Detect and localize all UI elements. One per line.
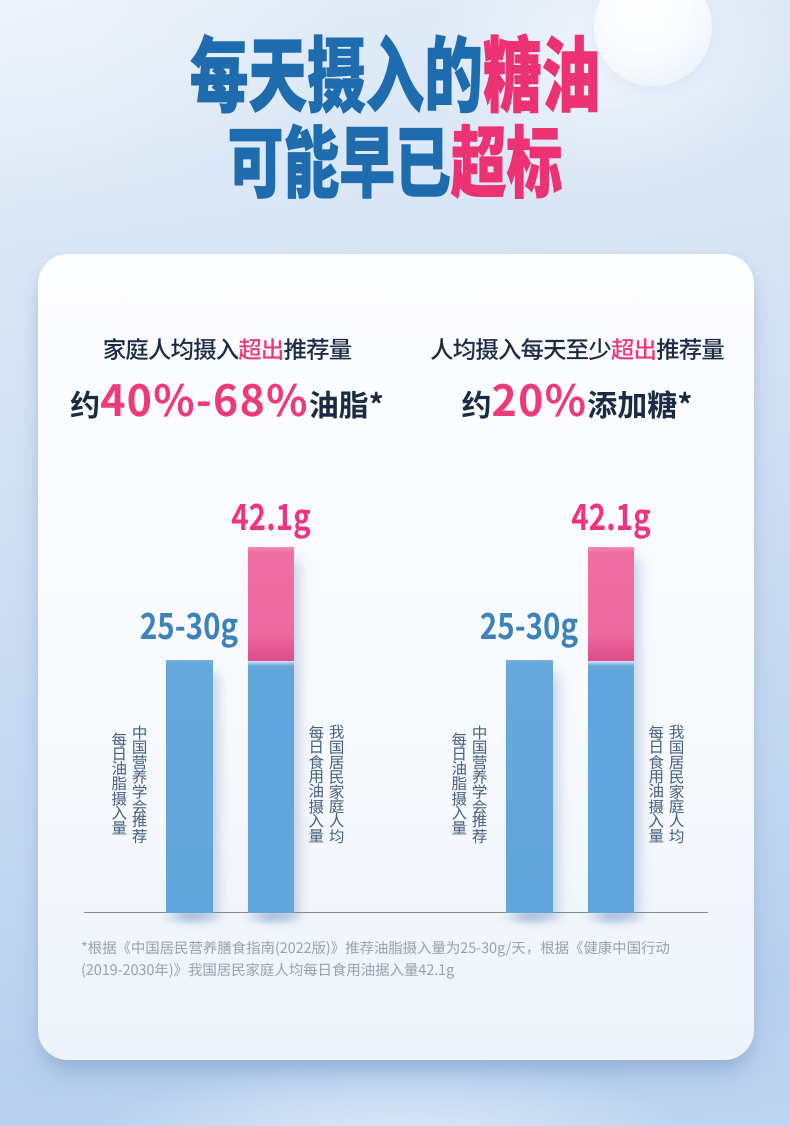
stat-oil-value-prefix: 约 xyxy=(70,381,101,425)
chart-baseline xyxy=(84,911,708,913)
bar-caption-recommended: 中国营养学会推荐 每日油脂摄入量 xyxy=(448,720,491,846)
stat-oil-heading-accent: 超出 xyxy=(238,331,284,365)
bar-chart-oil: 25-30g 42.1g 中国营养学会推荐 每日油脂摄入量 我国居民家庭人均 每日食… xyxy=(38,254,396,1060)
bar-actual-excess-segment xyxy=(248,547,294,661)
stat-heading-oil: 家庭人均摄入超出推荐量 xyxy=(48,331,406,365)
bar-actual-excess-segment xyxy=(588,547,634,661)
bar-actual-base-segment xyxy=(588,661,634,913)
stat-oil-heading-suffix: 推荐量 xyxy=(283,331,353,365)
stat-sugar-value-suffix: 添加糖* xyxy=(587,381,693,425)
title-line-2: 可能早已超标 xyxy=(113,118,678,197)
stat-sugar-heading-accent: 超出 xyxy=(610,331,657,365)
title-line1-accent: 糖油 xyxy=(482,10,601,129)
bar-caption-actual-col1: 我国居民家庭人均 xyxy=(325,724,348,842)
footnote-line-2: (2019-2030年)》我国居民家庭人均每日食用油据入量42.1g xyxy=(81,959,455,981)
bar-caption-recommended-col1: 中国营养学会推荐 xyxy=(468,724,491,842)
stat-heading-sugar: 人均摄入每天至少超出推荐量 xyxy=(398,331,756,365)
bar-label-recommended: 25-30g xyxy=(479,598,579,650)
footnote-line-1: *根据《中国居民营养膳食指南(2022版)》推荐油脂摄入量为25-30g/天，根… xyxy=(81,937,670,958)
stat-block-oil: 家庭人均摄入超出推荐量 约40%-68%油脂* xyxy=(48,331,406,426)
bar-caption-actual-col2: 每日食用油摄入量 xyxy=(645,724,668,842)
bar-caption-actual-col1: 我国居民家庭人均 xyxy=(665,724,688,842)
bar-ground-shadow xyxy=(578,909,646,925)
bar-label-actual: 42.1g xyxy=(571,489,651,541)
stat-oil-value-suffix: 油脂* xyxy=(308,381,384,425)
title-line2-accent: 超标 xyxy=(450,102,563,214)
stat-sugar-value-prefix: 约 xyxy=(461,381,492,425)
bar-recommended xyxy=(506,660,553,913)
stat-sugar-heading-suffix: 推荐量 xyxy=(656,331,725,365)
bar-actual-base-segment xyxy=(248,661,294,913)
bar-caption-recommended-col2: 每日油脂摄入量 xyxy=(448,731,471,835)
bar-label-actual: 42.1g xyxy=(231,489,311,541)
bar-actual xyxy=(248,547,294,913)
bar-caption-actual: 我国居民家庭人均 每日食用油摄入量 xyxy=(305,720,348,846)
bar-caption-actual-col2: 每日食用油摄入量 xyxy=(305,724,328,842)
title-line-1: 每天摄入的糖油 xyxy=(113,28,678,111)
stat-oil-value-number: 40%-68% xyxy=(100,367,309,429)
bar-caption-actual: 我国居民家庭人均 每日食用油摄入量 xyxy=(645,720,688,846)
title-line2-main: 可能早已 xyxy=(227,102,451,214)
stats-card: 家庭人均摄入超出推荐量 约40%-68%油脂* 人均摄入每天至少超出推荐量 约2… xyxy=(38,254,754,1060)
bar-chart-sugar: 25-30g 42.1g 中国营养学会推荐 每日油脂摄入量 我国居民家庭人均 每日食… xyxy=(378,254,736,1060)
stat-value-oil: 约40%-68%油脂* xyxy=(48,375,406,426)
stat-sugar-value-number: 20% xyxy=(491,367,588,429)
bar-label-recommended: 25-30g xyxy=(139,598,239,650)
stat-sugar-heading-prefix: 人均摄入每天至少 xyxy=(430,331,612,365)
bar-ground-shadow xyxy=(238,909,306,925)
title-line1-main: 每天摄入的 xyxy=(189,10,483,129)
stat-block-sugar: 人均摄入每天至少超出推荐量 约20%添加糖* xyxy=(398,331,756,426)
bar-actual xyxy=(588,547,634,913)
bar-caption-recommended-col2: 每日油脂摄入量 xyxy=(108,731,131,835)
stat-value-sugar: 约20%添加糖* xyxy=(398,375,756,426)
bar-caption-recommended: 中国营养学会推荐 每日油脂摄入量 xyxy=(108,720,151,846)
bar-caption-recommended-col1: 中国营养学会推荐 xyxy=(128,724,151,842)
footnote: *根据《中国居民营养膳食指南(2022版)》推荐油脂摄入量为25-30g/天，根… xyxy=(81,937,741,982)
stat-oil-heading-prefix: 家庭人均摄入 xyxy=(102,331,240,365)
bar-recommended xyxy=(166,660,213,913)
bar-ground-shadow xyxy=(496,909,564,925)
bar-ground-shadow xyxy=(156,909,224,925)
